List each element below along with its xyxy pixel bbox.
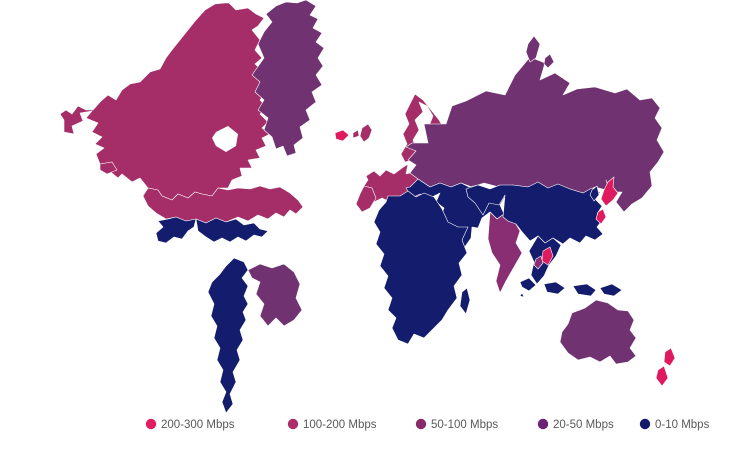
svg-text:20-50 Mbps: 20-50 Mbps [553,419,614,431]
svg-text:100-200 Mbps: 100-200 Mbps [303,419,377,431]
svg-text:0-10 Mbps: 0-10 Mbps [655,419,710,431]
svg-text:200-300 Mbps: 200-300 Mbps [161,419,235,431]
svg-text:50-100 Mbps: 50-100 Mbps [431,419,498,431]
